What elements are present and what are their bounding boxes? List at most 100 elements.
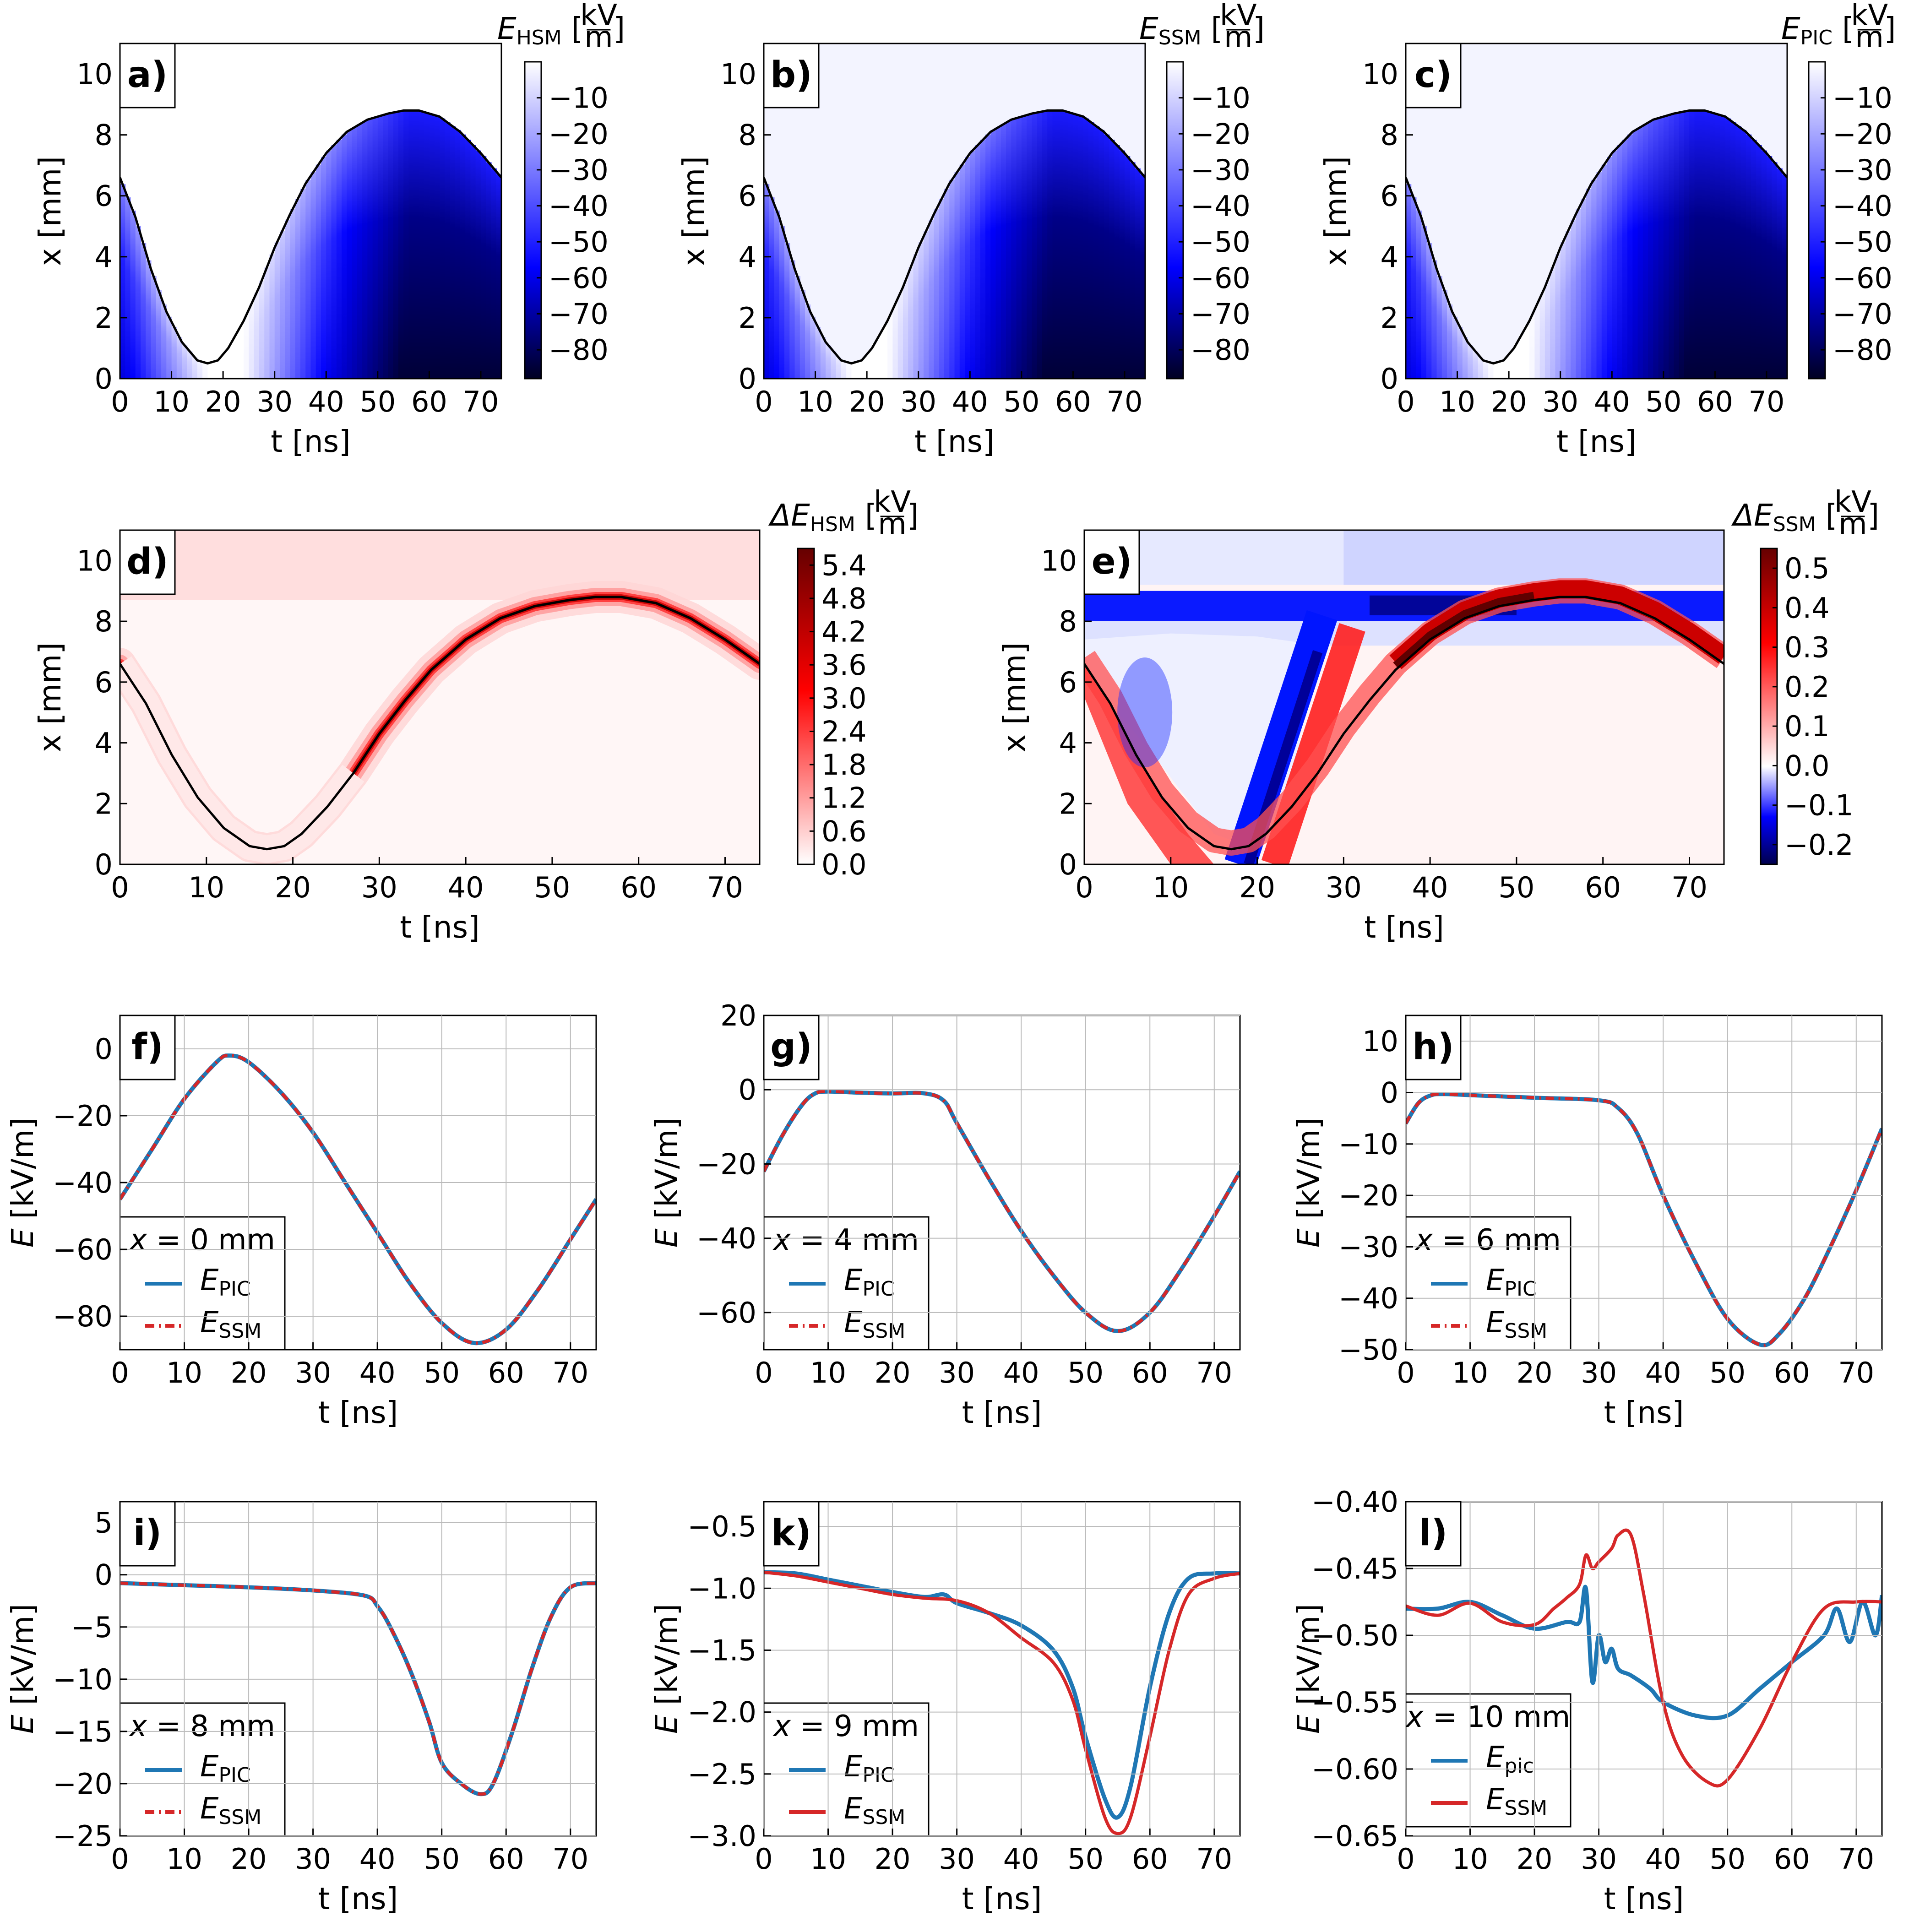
y-tick-label: −10 <box>53 1663 113 1696</box>
series-line-e-pic <box>1406 1585 1882 1720</box>
y-tick-label: 10 <box>1041 544 1077 577</box>
heatmap-column <box>357 124 363 379</box>
y-tick-label: −60 <box>53 1233 113 1266</box>
heatmap-column <box>826 345 832 379</box>
heatmap-column <box>1694 110 1700 379</box>
heatmap-column <box>1468 345 1474 379</box>
plot-frame <box>119 529 761 865</box>
colorbar-tick-label: −80 <box>1191 333 1251 367</box>
y-tick-label: −2.5 <box>687 1758 756 1791</box>
x-tick-label: 0 <box>111 1842 129 1876</box>
heatmap-column <box>908 267 914 379</box>
heatmap-column <box>156 290 162 379</box>
heatmap-column <box>774 210 780 379</box>
x-tick-label: 20 <box>875 1842 911 1876</box>
x-tick-label: 50 <box>1003 385 1039 418</box>
x-tick-label: 60 <box>411 385 447 418</box>
series-line-e-pic <box>120 1053 596 1346</box>
legend: x = 0 mm EPIC ESSM <box>119 1216 286 1351</box>
colorbar-tick-label: −0.2 <box>1784 828 1854 862</box>
heatmap-column <box>135 226 141 379</box>
y-tick-label: 4 <box>1381 240 1398 274</box>
heatmap-column <box>1544 280 1551 379</box>
heatmap-column <box>1093 126 1099 379</box>
colorbar-bracket: ] <box>1867 498 1879 533</box>
y-tick-label: 4 <box>95 727 113 760</box>
heatmap-column <box>764 184 770 379</box>
series-line-e-ssm <box>120 1581 596 1796</box>
colorbar-tick-label: −10 <box>549 81 609 115</box>
colorbar-tick-label: 4.2 <box>821 615 867 649</box>
x-tick-label: 70 <box>1749 385 1785 418</box>
plot-frame <box>1405 43 1788 380</box>
heatmap-column <box>867 351 873 379</box>
x-tick-label: 10 <box>166 1356 202 1389</box>
y-axis-label: x [mm] <box>676 156 712 266</box>
heatmap-column <box>1037 112 1043 379</box>
y-tick-label: −40 <box>696 1222 756 1255</box>
heatmap-field <box>120 43 501 379</box>
colorbar <box>1808 61 1826 380</box>
heatmap-column <box>1478 357 1484 379</box>
heatmap-column <box>212 361 218 379</box>
y-axis-label: E [kV/m] <box>649 1118 684 1248</box>
colorbar-tick-label: −80 <box>1833 333 1892 367</box>
heatmap-column <box>1498 361 1504 379</box>
heatmap-column <box>1658 117 1664 379</box>
heatmap-column <box>954 172 960 379</box>
x-axis-label: t [ns] <box>1604 1395 1684 1430</box>
heatmap-column <box>130 210 136 379</box>
heatmap-column <box>1073 114 1079 379</box>
panel-tag-box <box>763 43 820 109</box>
x-tick-label: 0 <box>1075 871 1093 904</box>
x-tick-label: 40 <box>448 871 484 904</box>
x-tick-label: 50 <box>1709 1842 1746 1876</box>
x-tick-label: 70 <box>1196 1842 1232 1876</box>
heatmap-column <box>367 119 373 379</box>
colorbar-unit-num: kV <box>1834 485 1871 519</box>
colorbar-unit-num: kV <box>1851 0 1888 33</box>
y-tick-label: −5 <box>71 1611 113 1644</box>
heatmap-column <box>202 363 208 379</box>
heatmap-column <box>176 337 183 379</box>
x-tick-label: 20 <box>1491 385 1527 418</box>
colorbar-unit-den: m <box>1838 507 1867 541</box>
heatmap-column <box>1679 112 1685 379</box>
heatmap-column <box>300 189 306 379</box>
y-tick-label: −0.60 <box>1311 1753 1398 1786</box>
heatmap-column <box>1016 117 1022 379</box>
heatmap-column <box>1124 156 1131 379</box>
heatmap-column <box>1715 114 1721 379</box>
heatmap-column <box>995 127 1001 379</box>
heatmap-column <box>1441 290 1448 379</box>
colorbar-bracket: ] <box>613 11 625 46</box>
plot-area <box>1406 1528 1882 1788</box>
panel-tag: l) <box>1419 1513 1447 1554</box>
heatmap-column <box>1483 361 1489 379</box>
legend-label-1: ESSM <box>1486 1306 1547 1343</box>
front-boundary-line <box>1084 596 1724 851</box>
heatmap-column <box>1710 113 1716 379</box>
x-tick-label: 10 <box>188 871 224 904</box>
panel-tag: f) <box>131 1026 163 1068</box>
y-tick-label: 0 <box>739 1073 756 1107</box>
x-tick-label: 20 <box>1239 871 1275 904</box>
heatmap-column <box>882 325 888 379</box>
heatmap-column <box>424 113 430 379</box>
heatmap-column <box>1088 122 1094 379</box>
heatmap-column <box>810 316 816 379</box>
heatmap-column <box>1607 157 1613 379</box>
heatmap-column <box>1746 134 1752 379</box>
x-tick-label: 10 <box>797 385 833 418</box>
x-tick-label: 60 <box>488 1356 524 1389</box>
heatmap-column <box>1571 219 1577 379</box>
colorbar-tick-label: −20 <box>1833 117 1892 151</box>
heatmap-column <box>1135 168 1141 379</box>
heatmap-column <box>480 156 487 379</box>
heatmap-column <box>218 357 224 379</box>
x-tick-label: 20 <box>875 1356 911 1389</box>
heatmap-column <box>918 242 924 379</box>
heatmap-column <box>1406 184 1412 379</box>
heatmap-column <box>841 361 847 379</box>
